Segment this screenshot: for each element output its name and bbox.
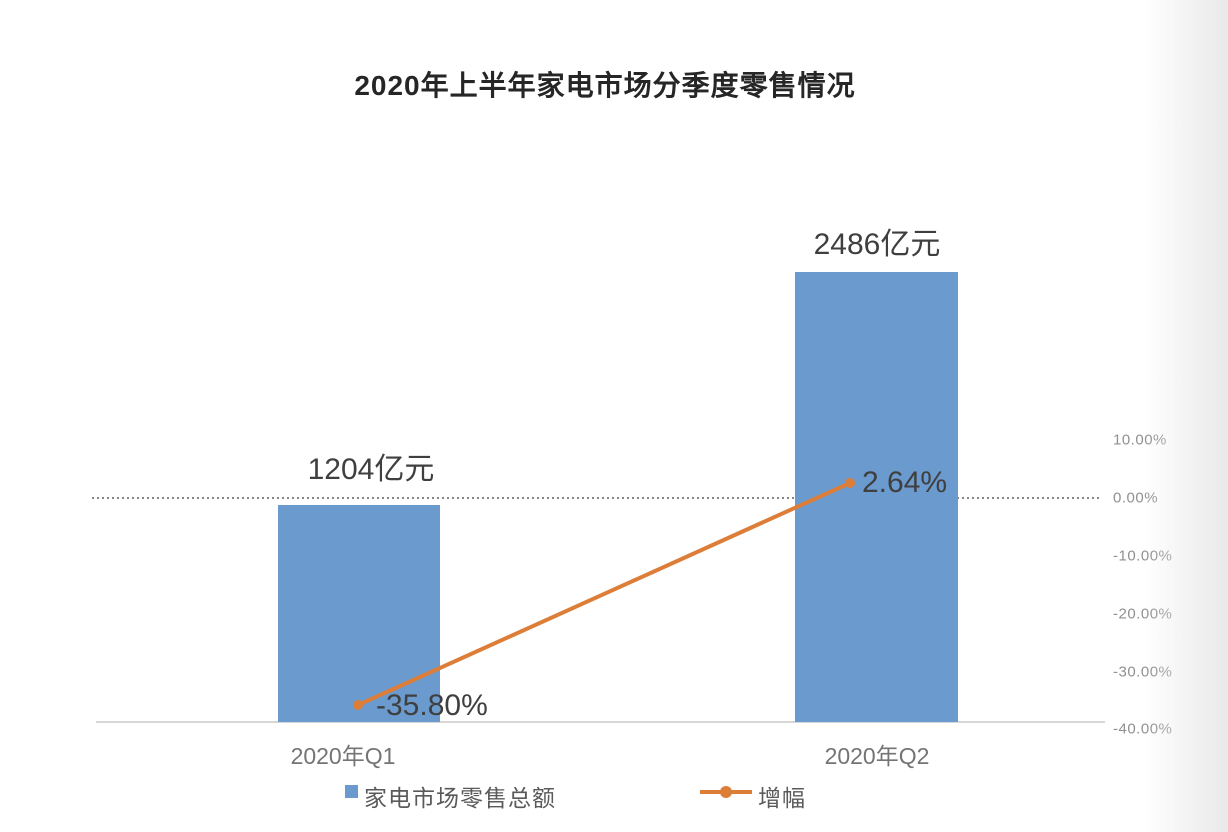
page-edge-shadow bbox=[1143, 0, 1228, 832]
bar-value-label-q1: 1204亿元 bbox=[307, 453, 435, 486]
legend-bar-label: 家电市场零售总额 bbox=[364, 785, 556, 811]
bar-value-label-q2: 2486亿元 bbox=[813, 228, 941, 261]
chart-title: 2020年上半年家电市场分季度零售情况 bbox=[354, 70, 856, 101]
legend-line-label: 增幅 bbox=[758, 785, 806, 811]
line-value-label-q1: -35.80% bbox=[376, 689, 488, 722]
legend-bar-swatch bbox=[345, 785, 358, 798]
category-label-q2: 2020年Q2 bbox=[824, 743, 930, 769]
line-value-label-q2: 2.64% bbox=[862, 466, 948, 499]
category-label-q1: 2020年Q1 bbox=[290, 743, 396, 769]
legend-line-marker-icon bbox=[720, 786, 732, 798]
category-axis-line bbox=[96, 721, 1105, 723]
